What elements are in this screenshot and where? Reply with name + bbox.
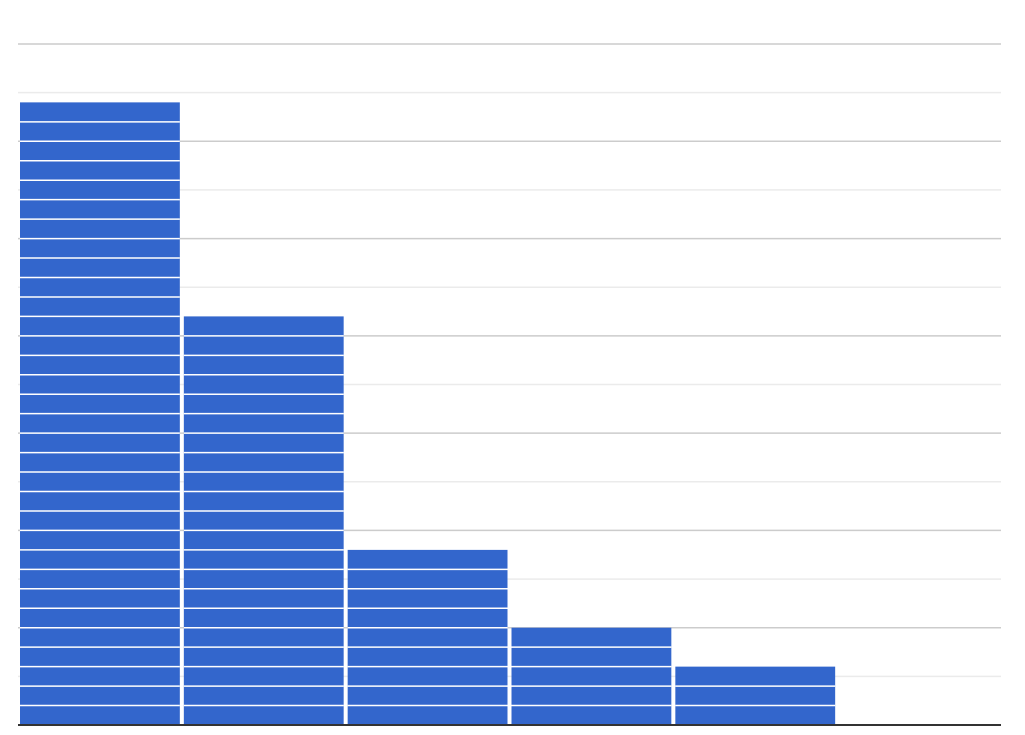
bar [675,666,836,725]
bar [183,316,344,725]
bar [347,549,508,725]
bar [511,627,672,725]
